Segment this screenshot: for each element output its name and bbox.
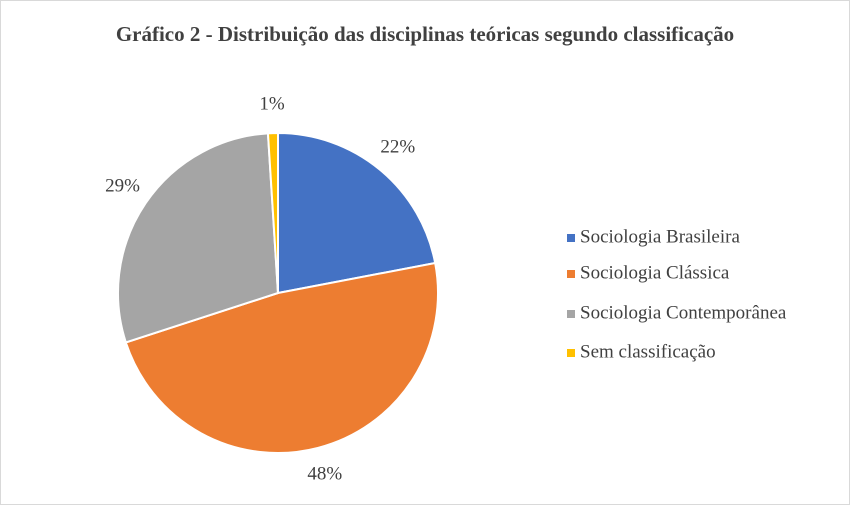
chart-title: Gráfico 2 - Distribuição das disciplinas… — [115, 22, 735, 46]
data-label: 1% — [259, 93, 285, 114]
data-label: 48% — [307, 463, 342, 484]
legend-label: Sociologia Contemporânea — [580, 302, 787, 323]
pie-slice — [117, 132, 280, 344]
legend-swatch — [567, 234, 575, 242]
legend-label: Sociologia Brasileira — [580, 226, 740, 247]
pie-slice — [124, 261, 439, 454]
title-box: Gráfico 2 - Distribuição das disciplinas… — [1, 21, 849, 47]
data-label: 29% — [105, 176, 140, 197]
legend-label: Sem classificação — [580, 341, 716, 362]
legend-swatch — [567, 270, 575, 278]
legend-swatch — [567, 310, 575, 318]
data-label: 22% — [380, 137, 415, 158]
legend-label: Sociologia Clássica — [580, 262, 730, 283]
pie-slice — [266, 131, 279, 294]
pie-slice — [277, 131, 437, 295]
legend-swatch — [567, 349, 575, 357]
